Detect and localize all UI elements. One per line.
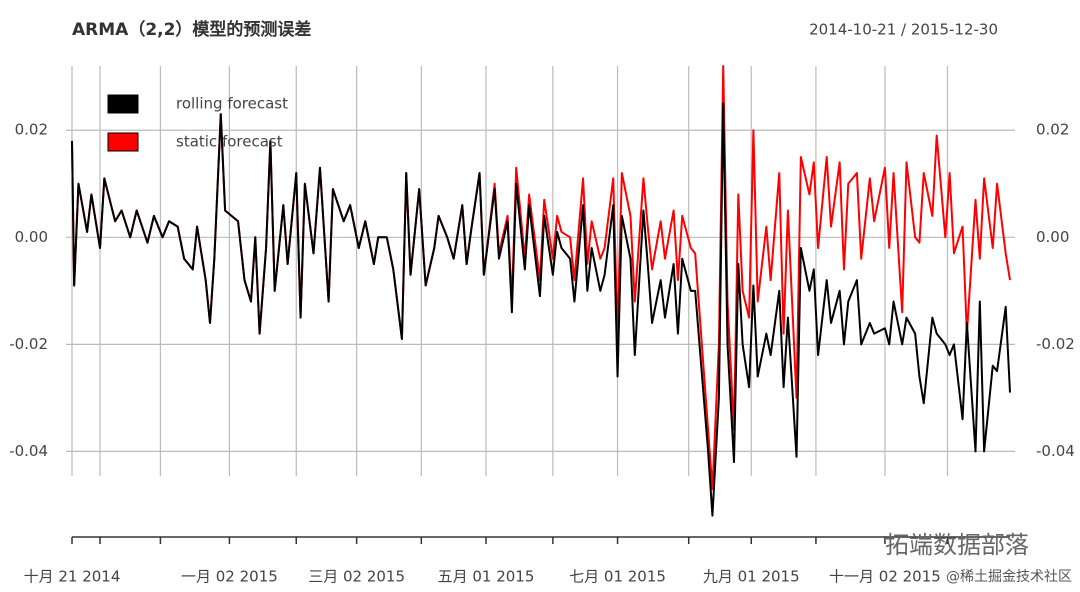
legend-label: rolling forecast — [176, 95, 288, 113]
y-tick-label: 0.00 — [15, 228, 48, 246]
legend: rolling forecast static forecast — [107, 94, 288, 152]
legend-swatch — [107, 132, 139, 152]
x-tick-label: 三月 02 2015 — [308, 568, 405, 586]
y-tick-label: 0.02 — [15, 121, 48, 139]
series-line — [71, 102, 1011, 517]
chart-subtitle: 2014-10-21 / 2015-12-30 — [809, 21, 998, 39]
y-tick-label-right: 0.02 — [1036, 121, 1069, 139]
watermark: @稀土掘金技术社区 — [946, 569, 1072, 585]
x-tick-label: 十一月 02 2015 — [829, 568, 941, 586]
legend-label: static forecast — [176, 133, 283, 151]
y-tick-label-right: -0.04 — [1036, 442, 1075, 460]
y-tick-label: -0.02 — [9, 335, 48, 353]
chart-title: ARMA（2,2）模型的预测误差 — [72, 19, 311, 40]
x-tick-label: 九月 01 2015 — [703, 568, 800, 586]
y-tick-label-right: -0.02 — [1036, 335, 1075, 353]
x-tick-label: 七月 01 2015 — [569, 568, 666, 586]
plot-area — [66, 65, 1015, 517]
y-tick-label-right: 0.00 — [1036, 228, 1069, 246]
x-tick-label: 五月 01 2015 — [438, 568, 535, 586]
legend-swatch — [107, 94, 139, 114]
watermark: 拓端数据部落 — [885, 531, 1029, 559]
x-tick-label: 十月 21 2014 — [24, 568, 121, 586]
y-tick-label: -0.04 — [9, 442, 48, 460]
x-tick-label: 一月 02 2015 — [181, 568, 278, 586]
